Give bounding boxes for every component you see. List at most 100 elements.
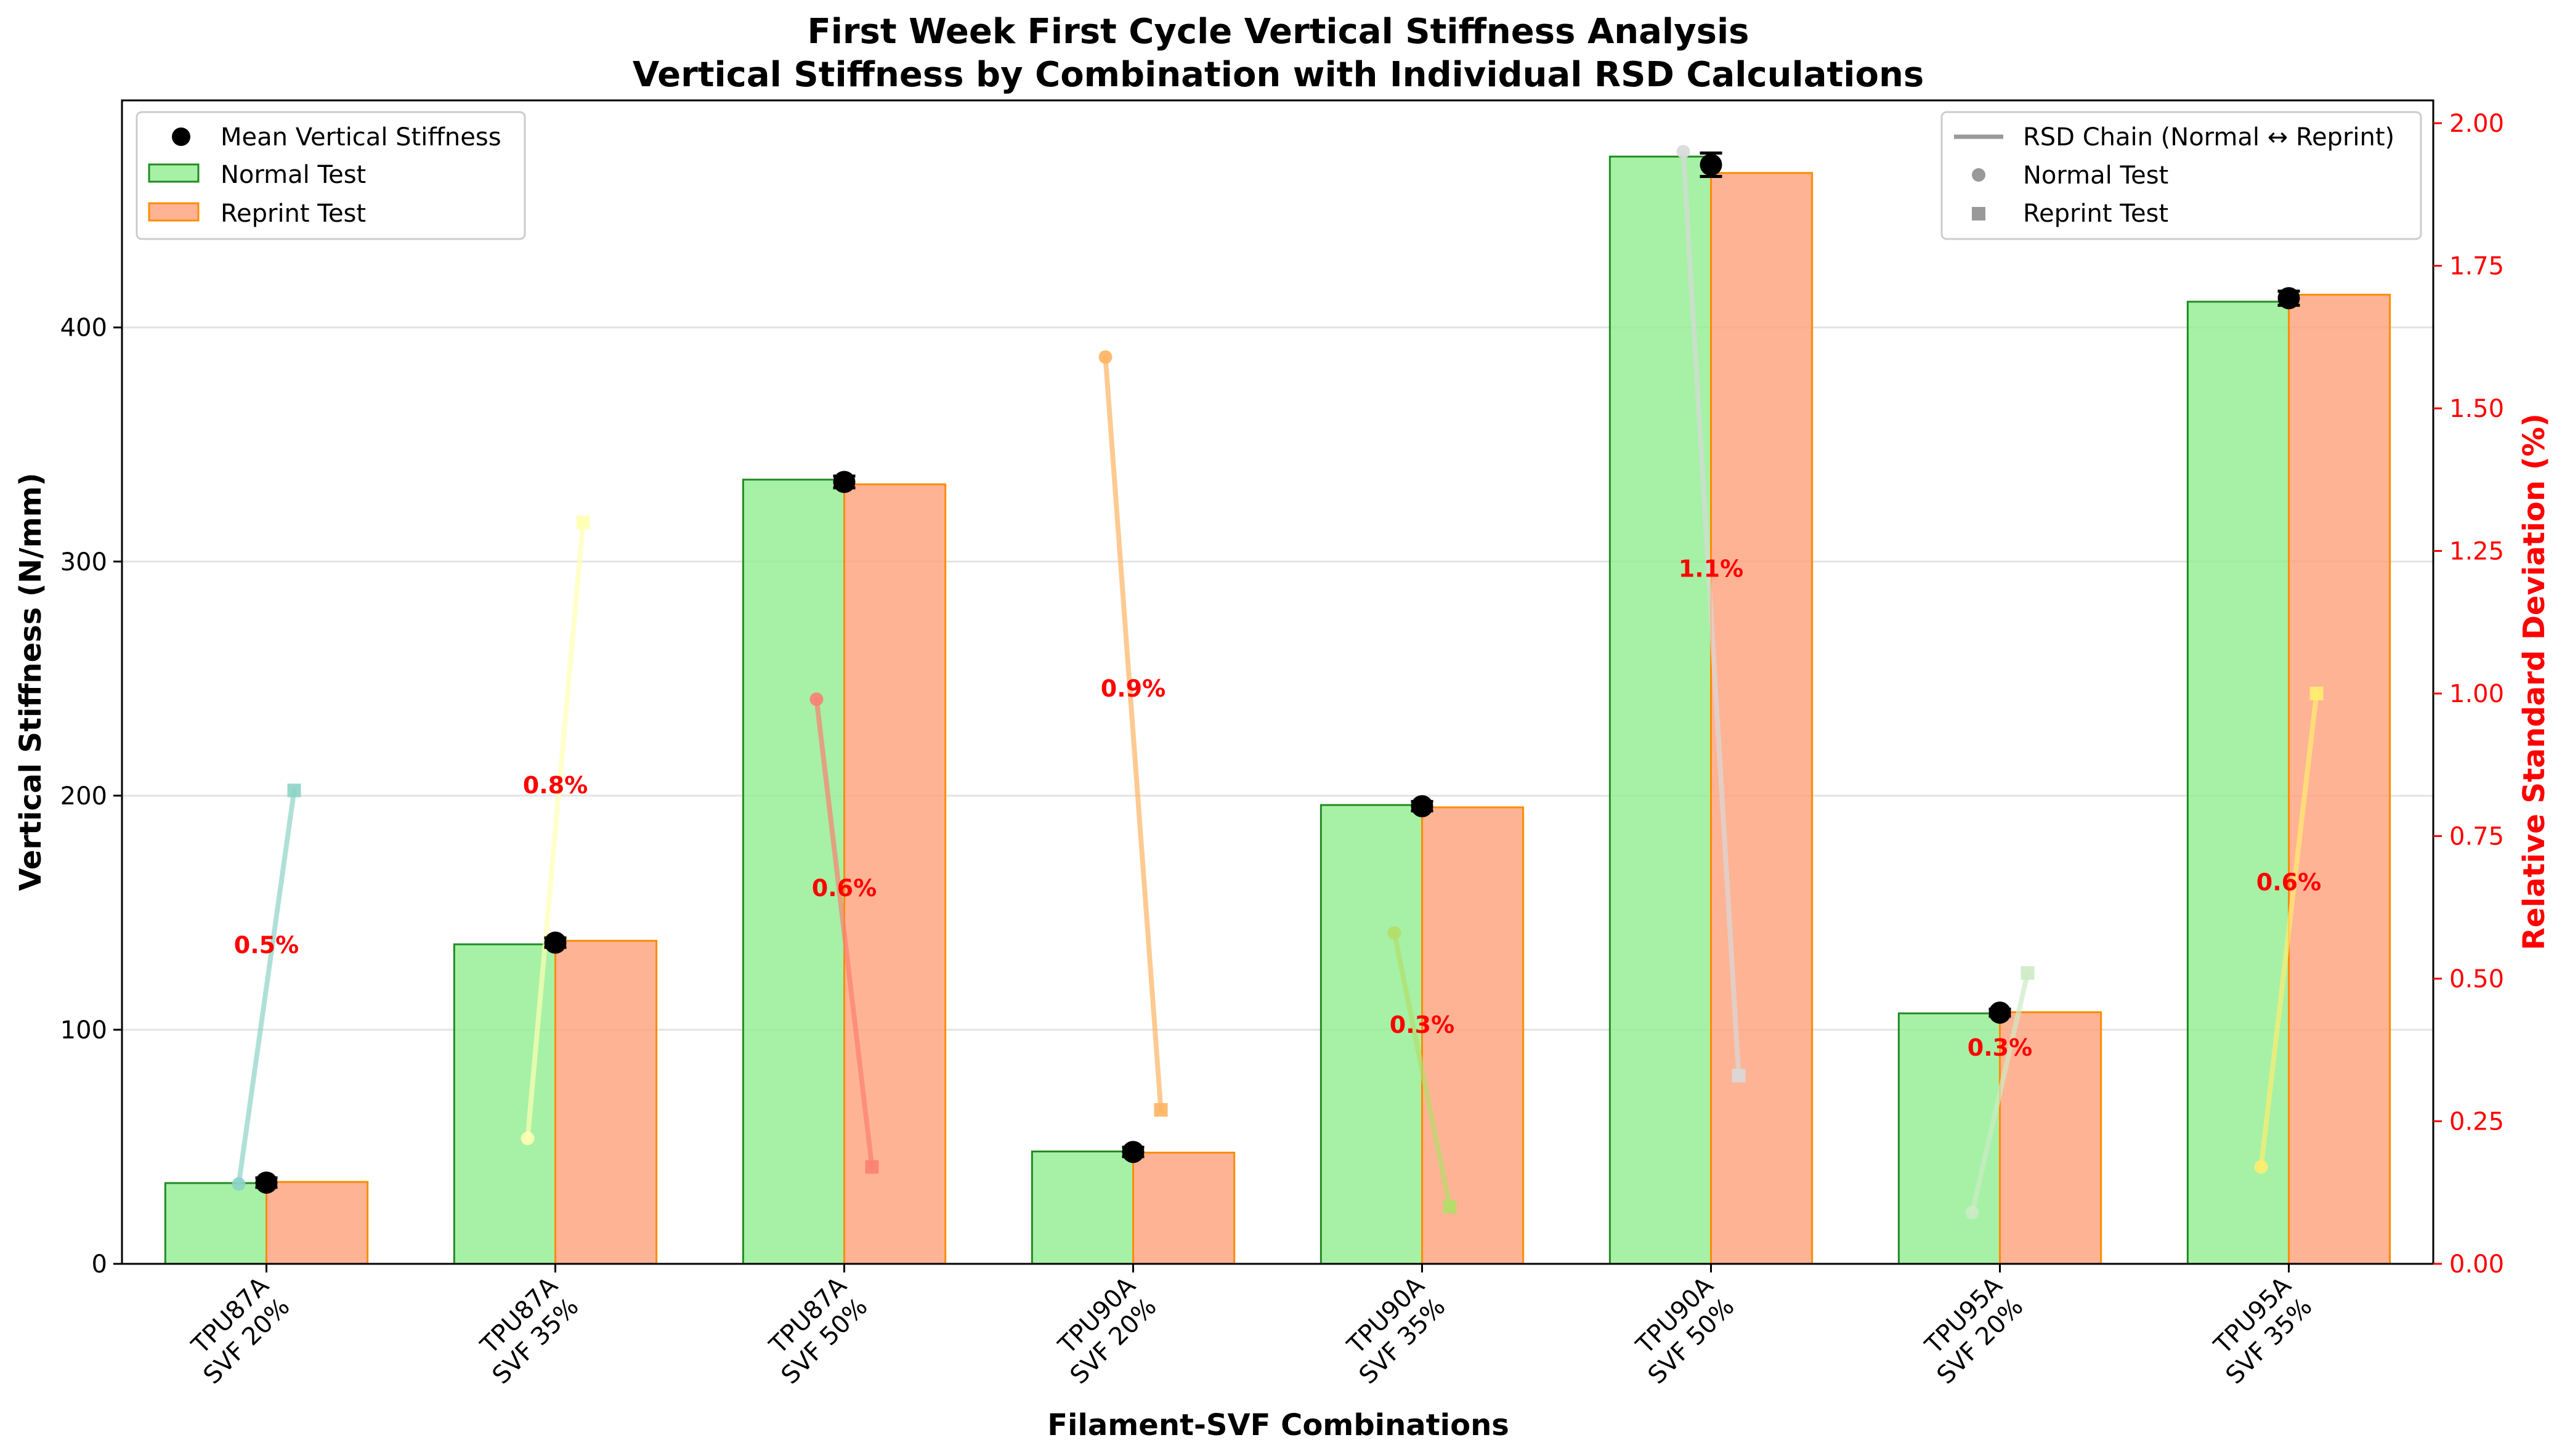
y-tick-label: 100 [60, 1016, 107, 1045]
legend-mean-marker [172, 127, 190, 146]
rsd-reprint-point [1732, 1069, 1746, 1083]
rsd-reprint-point [287, 783, 301, 798]
bar-reprint [2288, 293, 2391, 1265]
rsd-chain-line [2258, 691, 2319, 1170]
x-axis-label: Filament-SVF Combinations [1047, 1408, 1509, 1442]
bar-normal [1897, 1012, 2001, 1265]
y-tick-label: 400 [60, 314, 107, 342]
bar-reprint [1132, 1151, 1236, 1265]
rsd-value-label: 0.3% [1968, 1034, 2032, 1061]
y-axis-right: 0.00 0.25 0.50 0.75 1.00 1.25 1.50 1.75 2.00 [2433, 110, 2504, 1279]
plot-frame [121, 99, 2434, 1265]
y2-axis-label: Relative Standard Deviation (%) [2517, 413, 2552, 950]
legend-normal-point [1972, 168, 1985, 182]
rsd-chain-line [1680, 149, 1741, 1078]
legend-left: Mean Vertical Stiffness Normal Test Repr… [136, 111, 526, 240]
rsd-chain-line [525, 520, 586, 1141]
rsd-normal-point [1387, 926, 1401, 940]
y-axis-label: Vertical Stiffness (N/mm) [14, 472, 48, 891]
legend-normal-label: Normal Test [221, 161, 366, 189]
legend-reprint-point-label: Reprint Test [2023, 200, 2168, 228]
y2-tick-label: 0.50 [2449, 965, 2504, 993]
bar-normal [2186, 301, 2290, 1265]
rsd-reprint-point [576, 516, 590, 530]
mean-marker [1411, 795, 1433, 817]
legend-chain-label: RSD Chain (Normal ↔ Reprint) [2023, 123, 2394, 152]
rsd-reprint-point [1154, 1102, 1168, 1117]
rsd-reprint-point [1443, 1200, 1457, 1214]
legend-right: RSD Chain (Normal ↔ Reprint) Normal Test… [1940, 111, 2422, 240]
bars [164, 155, 2391, 1265]
bar-normal [164, 1182, 267, 1265]
rsd-chain-line [236, 788, 297, 1187]
y-tick-label: 300 [60, 548, 107, 576]
legend-reprint-label: Reprint Test [221, 200, 366, 228]
rsd-chain-line [814, 697, 875, 1170]
legend-reprint-swatch [148, 202, 200, 222]
y2-tick-label: 0.25 [2449, 1108, 2504, 1136]
bar-reprint [266, 1181, 369, 1265]
rsd-reprint-point [2021, 966, 2035, 980]
rsd-normal-point [232, 1177, 246, 1191]
rsd-value-label: 0.3% [1390, 1011, 1454, 1038]
rsd-labels: 0.5% 0.8% 0.6% 0.9% 0.3% 1.1% 0.3% 0.6% [234, 555, 2321, 1061]
rsd-normal-point [1098, 350, 1113, 364]
legend-left-box [136, 111, 526, 240]
rsd-value-label: 0.9% [1101, 675, 1165, 702]
legend-right-box [1940, 111, 2422, 240]
mean-marker [544, 931, 567, 954]
y2-tick-label: 0.00 [2449, 1250, 2504, 1279]
mean-marker [833, 471, 856, 493]
y-axis-left: 0 100 200 300 400 [60, 314, 122, 1279]
y-tick-label: 200 [60, 782, 107, 811]
grid-lines [122, 326, 2433, 1031]
bar-reprint [1421, 806, 1525, 1265]
y-tick-label: 0 [92, 1250, 107, 1279]
rsd-reprint-point [865, 1160, 879, 1174]
mean-marker [1122, 1141, 1145, 1163]
rsd-normal-point [2254, 1160, 2268, 1174]
rsd-value-label: 1.1% [1679, 555, 1743, 582]
rsd-chains [232, 145, 2324, 1219]
bar-normal [1320, 804, 1424, 1265]
legend-normal-point-label: Normal Test [2023, 161, 2168, 190]
mean-marker [255, 1171, 278, 1194]
y2-tick-label: 1.00 [2449, 680, 2504, 708]
legend-reprint-point [1972, 207, 1985, 220]
mean-marker [2277, 287, 2300, 310]
rsd-reprint-point [2309, 687, 2324, 701]
y2-tick-label: 1.50 [2449, 395, 2504, 423]
legend-mean-label: Mean Vertical Stiffness [221, 123, 501, 152]
y2-tick-label: 2.00 [2449, 110, 2504, 138]
rsd-value-label: 0.6% [812, 875, 877, 902]
bar-reprint [1710, 172, 1814, 1265]
rsd-normal-point [809, 692, 824, 706]
legend-normal-swatch [148, 163, 200, 183]
rsd-value-label: 0.8% [523, 772, 588, 799]
chart-subtitle: Vertical Stiffness by Combination with I… [633, 55, 1924, 95]
y2-tick-label: 0.75 [2449, 823, 2504, 851]
y2-tick-label: 1.75 [2449, 253, 2504, 281]
rsd-value-label: 0.6% [2256, 869, 2321, 896]
bar-normal [1031, 1151, 1134, 1265]
rsd-chain-line [1103, 354, 1164, 1112]
bar-reprint [554, 939, 658, 1265]
mean-marker [1700, 153, 1722, 176]
rsd-normal-point [521, 1131, 535, 1146]
rsd-chain-line [1392, 930, 1453, 1210]
rsd-chain-line [1969, 970, 2030, 1215]
rsd-normal-point [1965, 1205, 1979, 1219]
rsd-value-label: 0.5% [234, 931, 299, 958]
rsd-normal-point [1676, 145, 1690, 159]
mean-marker [1988, 1001, 2011, 1024]
bar-normal [742, 479, 845, 1265]
